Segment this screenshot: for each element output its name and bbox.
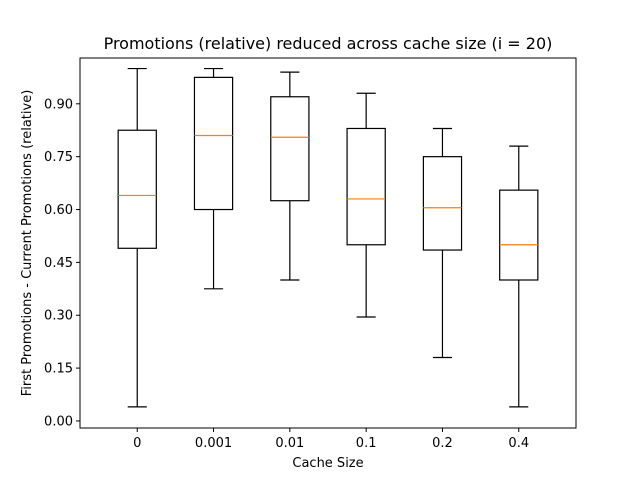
chart-title: Promotions (relative) reduced across cac…	[104, 34, 553, 53]
box-group-0.2	[422, 127, 463, 359]
box-iqr	[117, 129, 157, 249]
box-iqr	[346, 127, 386, 246]
y-axis: 0.00 0.15 0.30 0.45 0.60 0.75 0.90	[44, 97, 80, 429]
x-tick-label: 0	[133, 436, 141, 451]
boxes-layer	[117, 67, 539, 408]
y-tick-label: 0.60	[44, 203, 73, 218]
box-iqr	[270, 96, 310, 202]
y-axis-label: First Promotions - Current Promotions (r…	[20, 90, 35, 397]
y-tick-label: 0.75	[44, 150, 73, 165]
plot-area-frame	[79, 57, 577, 429]
x-tick-label: 0.2	[432, 436, 453, 451]
box-group-0	[117, 67, 157, 408]
box-group-0.1	[346, 92, 386, 318]
y-tick-label: 0.15	[44, 362, 73, 377]
box-group-0.01	[270, 71, 310, 281]
box-iqr	[193, 76, 234, 211]
x-tick-label: 0.4	[508, 436, 529, 451]
x-tick-label: 0.001	[195, 436, 232, 451]
box-iqr	[422, 156, 463, 251]
box-group-0.001	[193, 67, 234, 290]
x-axis: 0 0.001 0.01 0.1 0.2 0.4	[133, 428, 529, 451]
x-axis-label: Cache Size	[292, 456, 363, 471]
y-tick-label: 0.90	[44, 97, 73, 112]
y-tick-label: 0.30	[44, 309, 73, 324]
x-tick-label: 0.1	[356, 436, 377, 451]
box-iqr	[499, 189, 539, 281]
y-tick-label: 0.45	[44, 256, 73, 271]
x-tick-label: 0.01	[275, 436, 304, 451]
y-tick-label: 0.00	[44, 414, 73, 429]
box-group-0.4	[499, 145, 539, 408]
